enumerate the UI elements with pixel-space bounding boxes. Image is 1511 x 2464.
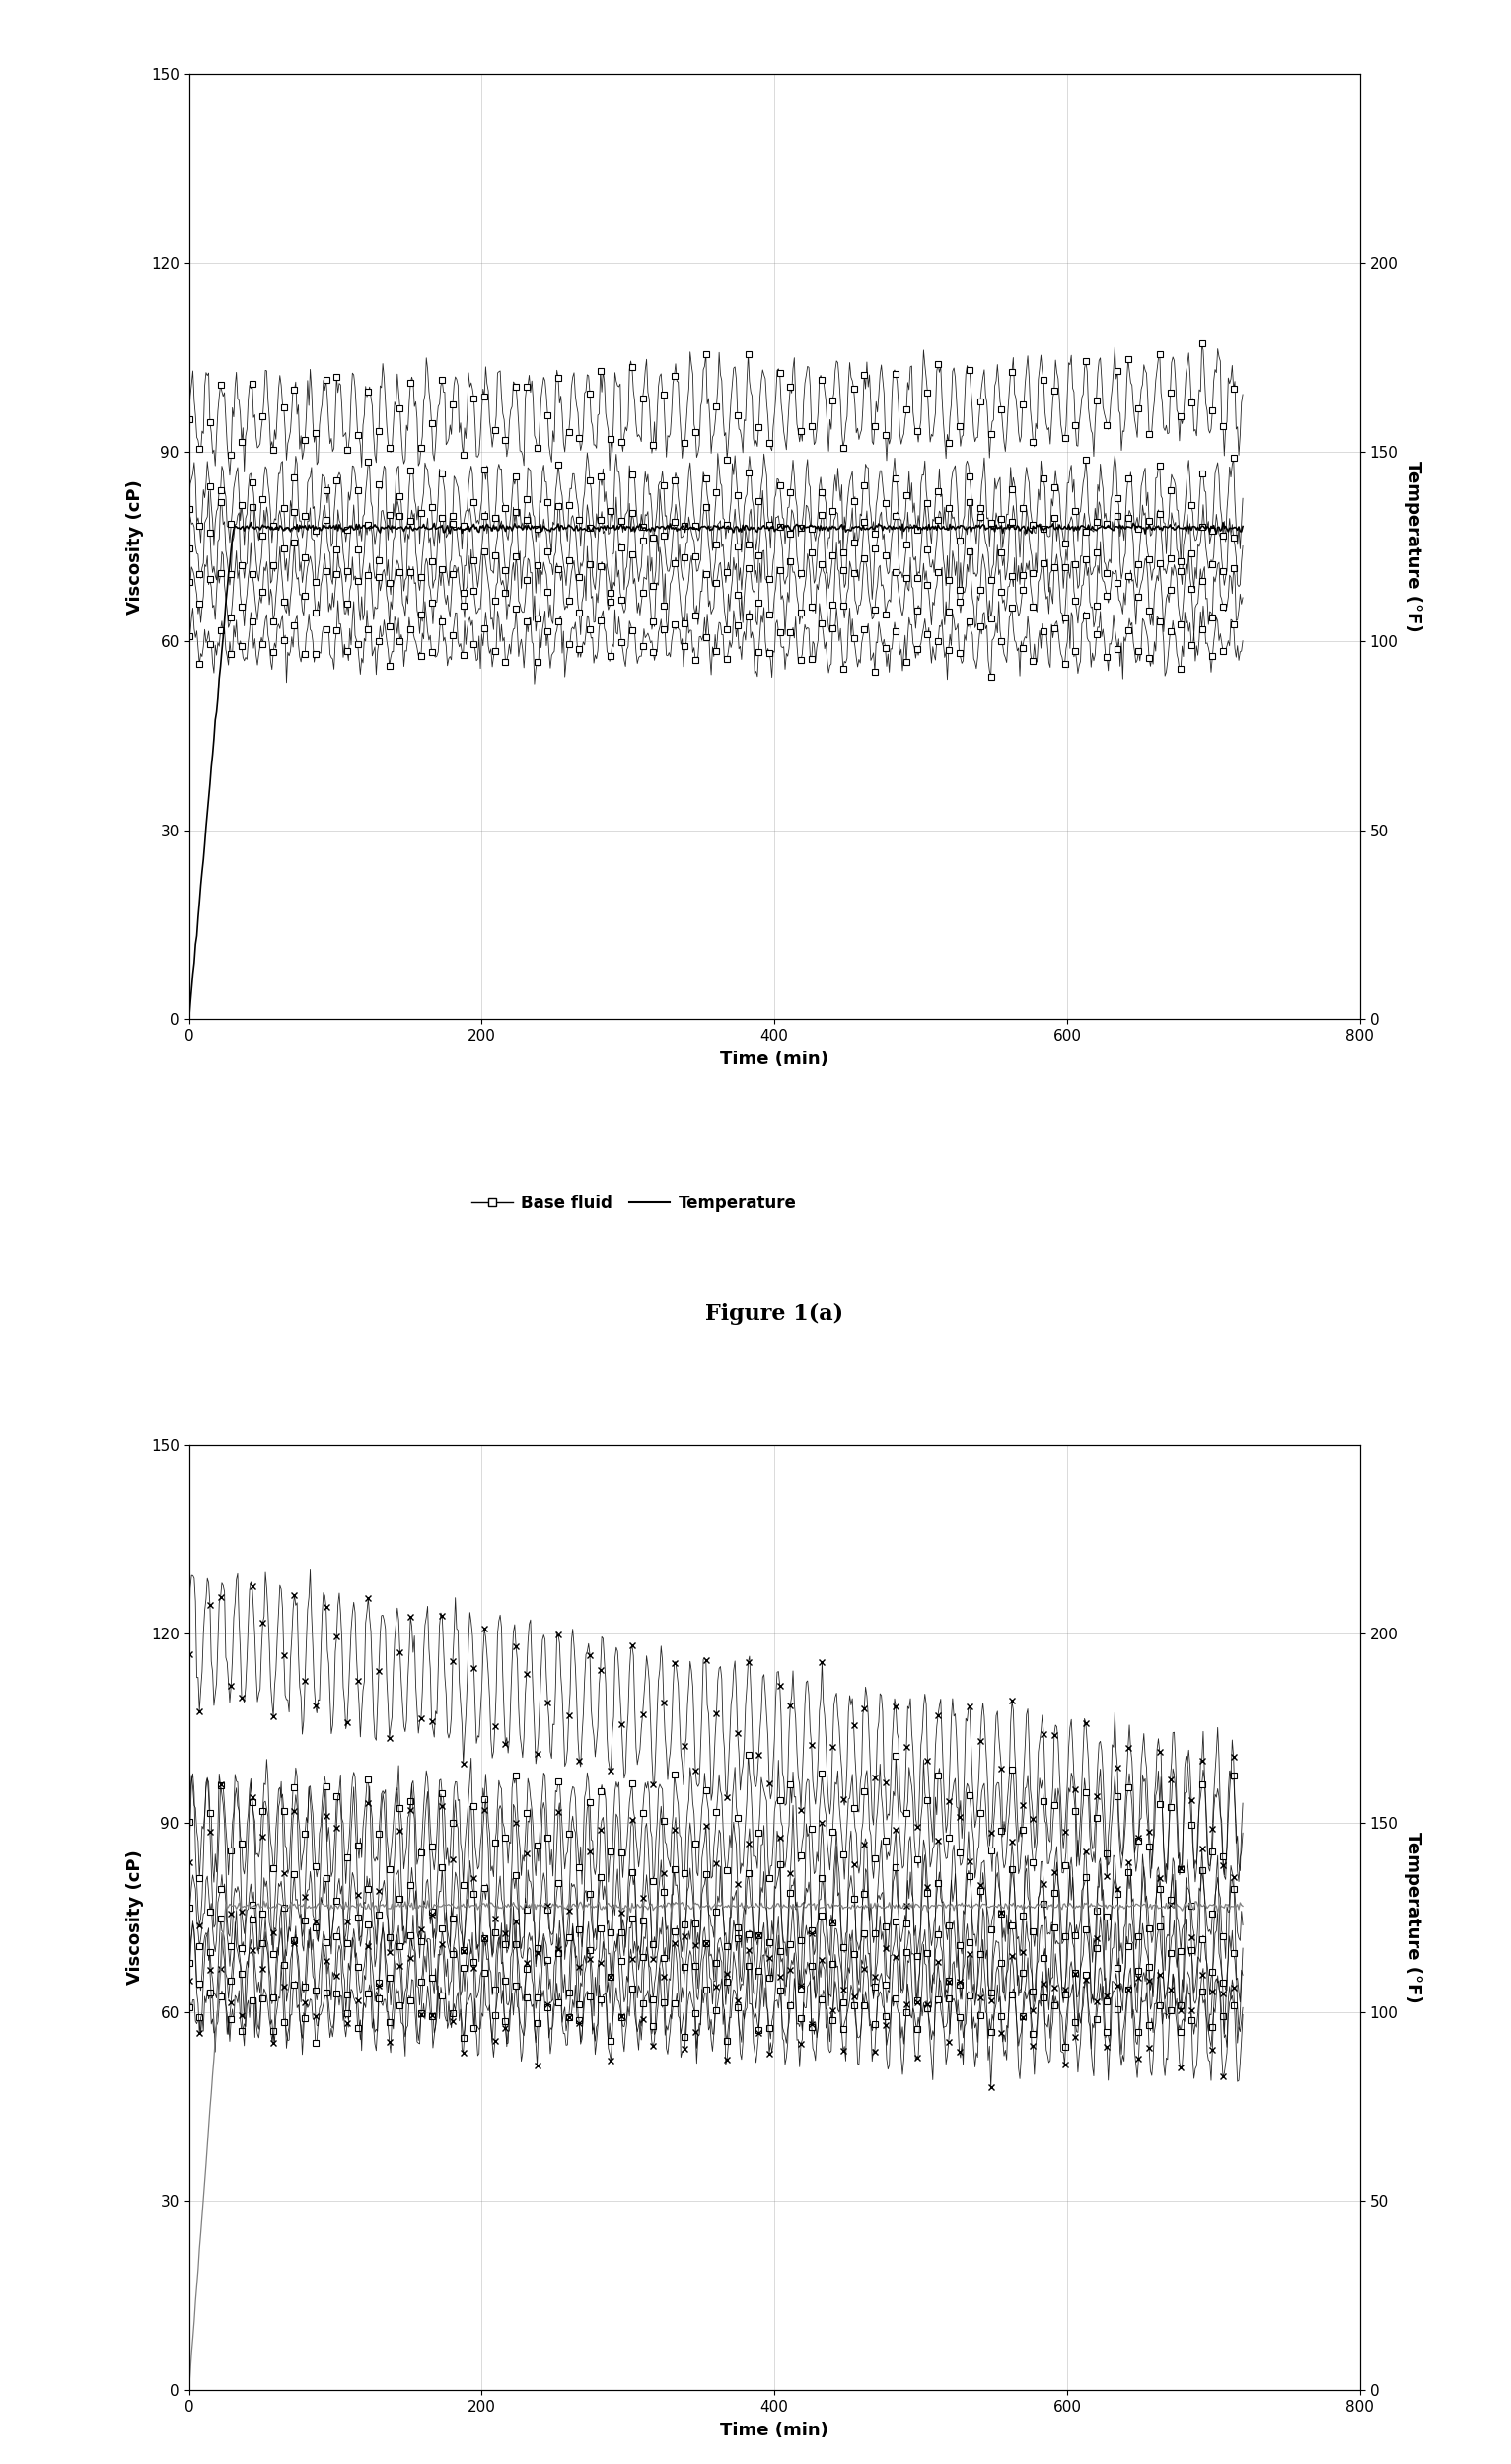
Temperature	[852, 1892, 870, 1922]
Line: Temperature: Temperature	[189, 522, 1242, 1020]
Y-axis label: Temperature (°F): Temperature (°F)	[1405, 461, 1422, 633]
X-axis label: Time (min): Time (min)	[721, 2422, 828, 2439]
Temperature	[820, 1892, 839, 1922]
Y-axis label: Viscosity (cP): Viscosity (cP)	[127, 1850, 144, 1986]
Temperature	[793, 515, 811, 545]
Temperature	[981, 513, 999, 542]
Temperature	[180, 2375, 198, 2405]
Legend: Base fluid, Temperature: Base fluid, Temperature	[465, 1188, 802, 1220]
Temperature	[419, 1885, 437, 1915]
Text: Figure 1(a): Figure 1(a)	[706, 1303, 843, 1326]
Y-axis label: Viscosity (cP): Viscosity (cP)	[127, 478, 144, 614]
Y-axis label: Temperature (°F): Temperature (°F)	[1405, 1831, 1422, 2003]
Temperature	[246, 515, 264, 545]
Temperature	[820, 513, 839, 542]
Line: Temperature: Temperature	[189, 1900, 1242, 2390]
X-axis label: Time (min): Time (min)	[721, 1050, 828, 1069]
Temperature	[852, 515, 870, 545]
Temperature	[1088, 1887, 1106, 1917]
Temperature	[180, 1005, 198, 1035]
Temperature	[242, 508, 260, 537]
Temperature	[981, 1892, 999, 1922]
Temperature	[1088, 515, 1106, 545]
Temperature	[1233, 513, 1251, 542]
Temperature	[793, 1887, 811, 1917]
Temperature	[245, 1892, 263, 1922]
Temperature	[1233, 1892, 1251, 1922]
